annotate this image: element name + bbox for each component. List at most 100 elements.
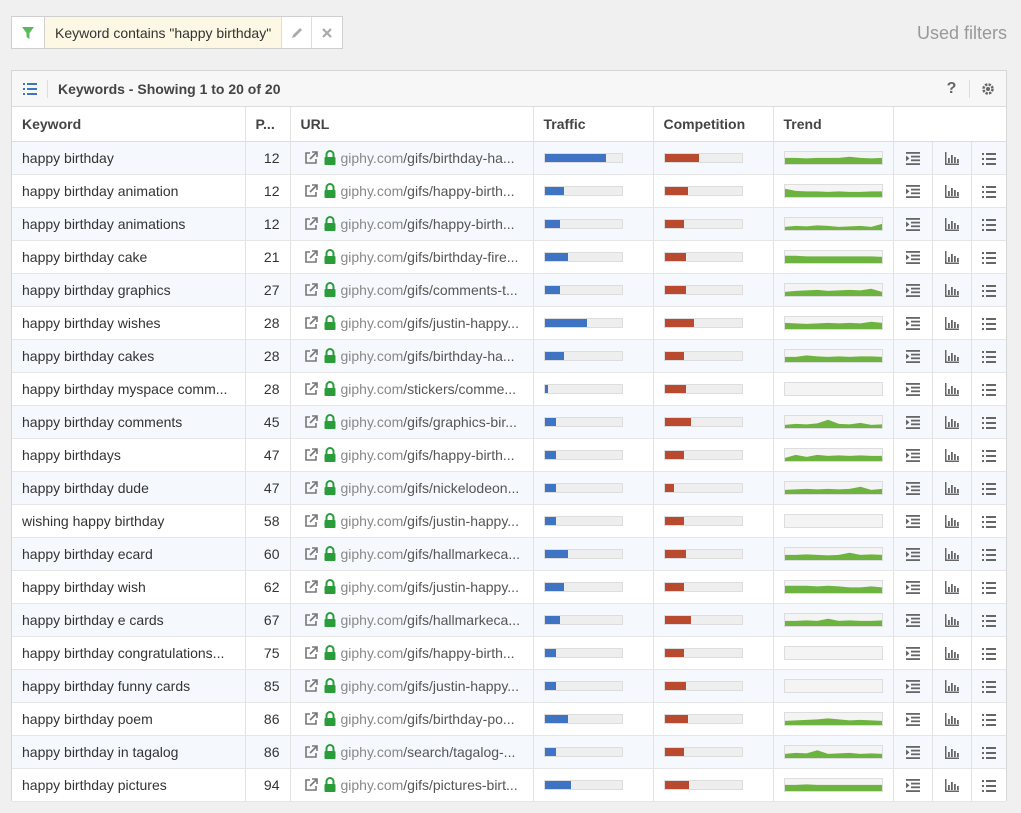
keyword-cell[interactable]: happy birthday animations — [12, 207, 246, 241]
keyword-cell[interactable]: happy birthday funny cards — [12, 669, 246, 703]
details-action[interactable] — [893, 141, 933, 175]
col-header-url[interactable]: URL — [290, 107, 534, 142]
table-row[interactable]: happy birthday ecard 60 giphy.com/gifs/h… — [12, 537, 1007, 571]
col-header-competition[interactable]: Competition — [653, 107, 774, 142]
details-action[interactable] — [893, 702, 933, 736]
list-action[interactable] — [971, 768, 1007, 802]
url-link[interactable]: giphy.com/stickers/comme... — [340, 380, 517, 397]
table-row[interactable]: happy birthday pictures 94 giphy.com/gif… — [12, 768, 1007, 802]
keyword-text[interactable]: happy birthday comments — [22, 413, 183, 430]
chart-action[interactable] — [932, 306, 972, 340]
list-action[interactable] — [971, 570, 1007, 604]
table-row[interactable]: happy birthday cake 21 giphy.com/gifs/bi… — [12, 240, 1007, 274]
table-row[interactable]: happy birthday funny cards 85 giphy.com/… — [12, 669, 1007, 703]
chart-action[interactable] — [932, 471, 972, 505]
table-row[interactable]: happy birthday e cards 67 giphy.com/gifs… — [12, 603, 1007, 637]
keyword-cell[interactable]: happy birthday e cards — [12, 603, 246, 637]
keyword-text[interactable]: wishing happy birthday — [22, 512, 165, 529]
keyword-cell[interactable]: happy birthday wishes — [12, 306, 246, 340]
details-action[interactable] — [893, 240, 933, 274]
list-action[interactable] — [971, 339, 1007, 373]
url-link[interactable]: giphy.com/search/tagalog-... — [340, 743, 516, 760]
chart-action[interactable] — [932, 669, 972, 703]
details-action[interactable] — [893, 768, 933, 802]
list-action[interactable] — [971, 438, 1007, 472]
list-action[interactable] — [971, 537, 1007, 571]
chart-action[interactable] — [932, 372, 972, 406]
details-action[interactable] — [893, 537, 933, 571]
keyword-cell[interactable]: happy birthday congratulations... — [12, 636, 246, 670]
keyword-text[interactable]: happy birthday wish — [22, 578, 146, 595]
external-link-icon[interactable] — [303, 315, 319, 331]
external-link-icon[interactable] — [303, 447, 319, 463]
keyword-cell[interactable]: happy birthdays — [12, 438, 246, 472]
external-link-icon[interactable] — [303, 711, 319, 727]
list-action[interactable] — [971, 735, 1007, 769]
details-action[interactable] — [893, 636, 933, 670]
chart-action[interactable] — [932, 273, 972, 307]
keyword-text[interactable]: happy birthday wishes — [22, 314, 161, 331]
list-action[interactable] — [971, 636, 1007, 670]
chart-action[interactable] — [932, 702, 972, 736]
details-action[interactable] — [893, 669, 933, 703]
keyword-text[interactable]: happy birthday — [22, 149, 114, 166]
external-link-icon[interactable] — [303, 282, 319, 298]
table-row[interactable]: happy birthday poem 86 giphy.com/gifs/bi… — [12, 702, 1007, 736]
list-action[interactable] — [971, 504, 1007, 538]
keyword-cell[interactable]: happy birthday poem — [12, 702, 246, 736]
gear-icon[interactable] — [970, 82, 1006, 96]
url-link[interactable]: giphy.com/gifs/justin-happy... — [340, 677, 519, 694]
chart-action[interactable] — [932, 240, 972, 274]
list-action[interactable] — [971, 471, 1007, 505]
list-action[interactable] — [971, 372, 1007, 406]
filter-icon[interactable] — [12, 17, 45, 48]
details-action[interactable] — [893, 372, 933, 406]
details-action[interactable] — [893, 603, 933, 637]
keyword-text[interactable]: happy birthday cakes — [22, 347, 155, 364]
keyword-cell[interactable]: happy birthday cake — [12, 240, 246, 274]
external-link-icon[interactable] — [303, 249, 319, 265]
table-row[interactable]: happy birthday congratulations... 75 gip… — [12, 636, 1007, 670]
url-link[interactable]: giphy.com/gifs/happy-birth... — [340, 215, 515, 232]
url-link[interactable]: giphy.com/gifs/happy-birth... — [340, 182, 515, 199]
keyword-text[interactable]: happy birthday ecard — [22, 545, 153, 562]
url-link[interactable]: giphy.com/gifs/happy-birth... — [340, 644, 515, 661]
details-action[interactable] — [893, 438, 933, 472]
list-icon[interactable] — [12, 79, 48, 98]
details-action[interactable] — [893, 339, 933, 373]
col-header-keyword[interactable]: Keyword — [12, 107, 246, 142]
keyword-cell[interactable]: happy birthday ecard — [12, 537, 246, 571]
url-link[interactable]: giphy.com/gifs/justin-happy... — [340, 314, 519, 331]
keyword-text[interactable]: happy birthday graphics — [22, 281, 171, 298]
keyword-text[interactable]: happy birthday animations — [22, 215, 186, 232]
external-link-icon[interactable] — [303, 579, 319, 595]
list-action[interactable] — [971, 240, 1007, 274]
table-row[interactable]: happy birthday animations 12 giphy.com/g… — [12, 207, 1007, 241]
chart-action[interactable] — [932, 768, 972, 802]
url-link[interactable]: giphy.com/gifs/birthday-fire... — [340, 248, 519, 265]
url-link[interactable]: giphy.com/gifs/justin-happy... — [340, 578, 519, 595]
col-header-position[interactable]: P... — [245, 107, 291, 142]
external-link-icon[interactable] — [303, 480, 319, 496]
external-link-icon[interactable] — [303, 546, 319, 562]
chart-action[interactable] — [932, 537, 972, 571]
col-header-traffic[interactable]: Traffic — [533, 107, 654, 142]
url-link[interactable]: giphy.com/gifs/graphics-bir... — [340, 413, 517, 430]
used-filters-label[interactable]: Used filters — [916, 23, 1007, 43]
external-link-icon[interactable] — [303, 678, 319, 694]
keyword-text[interactable]: happy birthday congratulations... — [22, 644, 225, 661]
details-action[interactable] — [893, 405, 933, 439]
external-link-icon[interactable] — [303, 216, 319, 232]
help-icon[interactable]: ? — [934, 80, 970, 98]
keyword-cell[interactable]: happy birthday in tagalog — [12, 735, 246, 769]
list-action[interactable] — [971, 405, 1007, 439]
keyword-text[interactable]: happy birthday animation — [22, 182, 179, 199]
table-row[interactable]: happy birthday myspace comm... 28 giphy.… — [12, 372, 1007, 406]
url-link[interactable]: giphy.com/gifs/hallmarkeca... — [340, 545, 521, 562]
url-link[interactable]: giphy.com/gifs/pictures-birt... — [340, 776, 518, 793]
chart-action[interactable] — [932, 141, 972, 175]
details-action[interactable] — [893, 174, 933, 208]
keyword-cell[interactable]: happy birthday wish — [12, 570, 246, 604]
table-row[interactable]: happy birthdays 47 giphy.com/gifs/happy-… — [12, 438, 1007, 472]
external-link-icon[interactable] — [303, 645, 319, 661]
